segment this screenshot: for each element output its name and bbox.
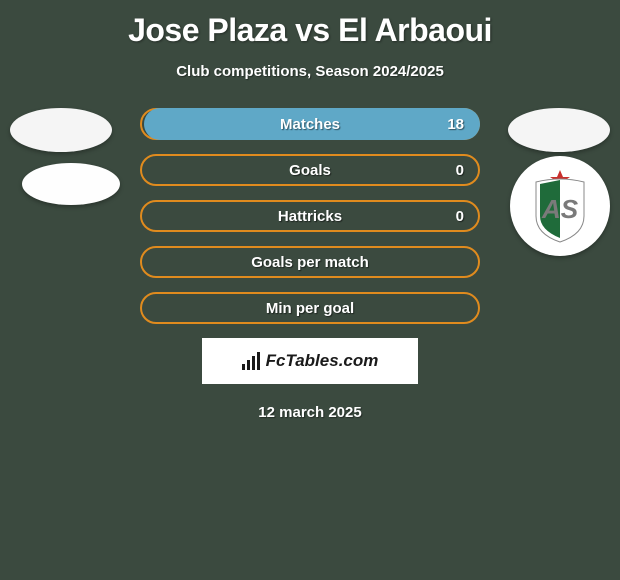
brand-text: FcTables.com bbox=[266, 351, 379, 371]
stat-row: Min per goal bbox=[140, 292, 480, 324]
stat-value: 18 bbox=[447, 116, 464, 133]
date-line: 12 march 2025 bbox=[0, 404, 620, 421]
player-right-avatar bbox=[508, 108, 610, 152]
stat-label: Goals per match bbox=[251, 254, 369, 271]
club-left-badge bbox=[22, 163, 120, 205]
stat-label: Hattricks bbox=[278, 208, 342, 225]
stat-label: Min per goal bbox=[266, 300, 354, 317]
stat-label: Goals bbox=[289, 162, 331, 179]
crest-icon: AS bbox=[520, 166, 600, 246]
stat-value: 0 bbox=[456, 208, 464, 225]
stat-value: 0 bbox=[456, 162, 464, 179]
stat-rows: Matches 18 Goals 0 Hattricks 0 Goals per match… bbox=[140, 108, 480, 324]
comparison-panel: AS Matches 18 Goals 0 Hattricks 0 Goals per ma… bbox=[0, 108, 620, 421]
stat-row: Goals per match bbox=[140, 246, 480, 278]
brand-box: FcTables.com bbox=[202, 338, 418, 384]
club-right-crest: AS bbox=[510, 156, 610, 256]
svg-text:AS: AS bbox=[541, 194, 579, 224]
player-left-avatar bbox=[10, 108, 112, 152]
stat-row: Goals 0 bbox=[140, 154, 480, 186]
stat-label: Matches bbox=[280, 116, 340, 133]
stat-row: Matches 18 bbox=[140, 108, 480, 140]
stat-row: Hattricks 0 bbox=[140, 200, 480, 232]
page-title: Jose Plaza vs El Arbaoui bbox=[0, 0, 620, 49]
subtitle: Club competitions, Season 2024/2025 bbox=[0, 63, 620, 80]
brand-bars-icon bbox=[242, 352, 262, 370]
